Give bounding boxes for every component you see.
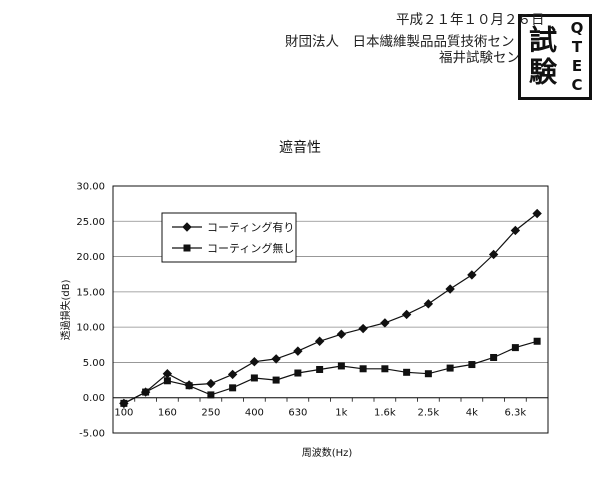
official-seal-stamp: 試験 QTEC	[518, 14, 592, 100]
data-point	[380, 318, 390, 328]
branch-name: 福井試験セン	[439, 50, 520, 66]
data-point	[272, 376, 280, 384]
data-point	[401, 309, 412, 320]
data-point	[294, 369, 302, 377]
data-point	[358, 323, 368, 334]
y-tick-label: 10.00	[76, 323, 105, 334]
y-tick-label: 15.00	[76, 287, 105, 298]
legend-marker	[182, 222, 192, 232]
y-tick-label: 5.00	[83, 358, 105, 369]
data-point	[468, 361, 476, 369]
x-tick-label: 100	[114, 408, 133, 419]
data-point	[445, 284, 455, 294]
data-point	[271, 354, 281, 364]
data-point	[229, 384, 237, 392]
plot-border	[112, 185, 549, 434]
y-axis-title: 透過損失(dB)	[59, 279, 72, 340]
data-point	[163, 377, 171, 385]
data-point	[446, 364, 454, 372]
data-point	[490, 353, 498, 361]
data-point	[120, 399, 128, 407]
x-tick-label: 6.3k	[505, 408, 527, 419]
x-tick-label: 1.6k	[374, 408, 396, 419]
data-point	[511, 344, 519, 352]
data-point	[488, 249, 499, 260]
data-point	[467, 270, 477, 280]
data-point	[336, 329, 347, 339]
data-point	[227, 369, 238, 380]
data-point	[207, 391, 215, 399]
y-tick-label: 30.00	[76, 182, 105, 193]
data-point	[142, 388, 150, 396]
data-point	[423, 299, 434, 309]
data-point	[314, 336, 325, 346]
x-tick-label: 400	[245, 408, 264, 419]
data-point	[206, 378, 216, 389]
y-tick-label: 0.00	[83, 393, 105, 404]
chart-title: 遮音性	[279, 139, 321, 156]
seal-lettering-right: QTEC	[568, 19, 586, 95]
data-point	[381, 365, 389, 373]
x-tick-label: 2.5k	[418, 408, 440, 419]
x-tick-label: 4k	[466, 408, 478, 419]
y-tick-label: -5.00	[79, 429, 105, 440]
data-point	[359, 365, 367, 373]
legend-label: コーティング無し	[207, 241, 294, 255]
data-point	[424, 370, 432, 378]
x-tick-label: 1k	[335, 408, 347, 419]
legend-marker	[183, 244, 191, 252]
data-point	[510, 225, 521, 236]
data-point	[250, 374, 258, 382]
legend-label: コーティング有り	[207, 220, 294, 234]
x-tick-label: 630	[288, 408, 307, 419]
data-point	[316, 365, 324, 373]
data-point	[532, 208, 542, 219]
data-point	[403, 368, 411, 376]
data-point	[337, 362, 345, 370]
series-line-2	[123, 340, 538, 404]
report-date: 平成２１年１０月２６日	[396, 12, 545, 28]
data-point	[293, 346, 303, 356]
data-point	[249, 357, 260, 367]
x-tick-label: 160	[158, 408, 177, 419]
seal-lettering-left: 試験	[525, 25, 558, 89]
data-point	[185, 382, 193, 390]
x-tick-label: 250	[201, 408, 220, 419]
y-tick-label: 25.00	[76, 217, 105, 228]
data-point	[533, 337, 541, 345]
organization-name: 財団法人 日本繊維製品品質技術セン	[285, 34, 515, 50]
x-axis-title: 周波数(Hz)	[302, 446, 353, 459]
legend-box	[161, 212, 297, 263]
y-tick-label: 20.00	[76, 252, 105, 263]
